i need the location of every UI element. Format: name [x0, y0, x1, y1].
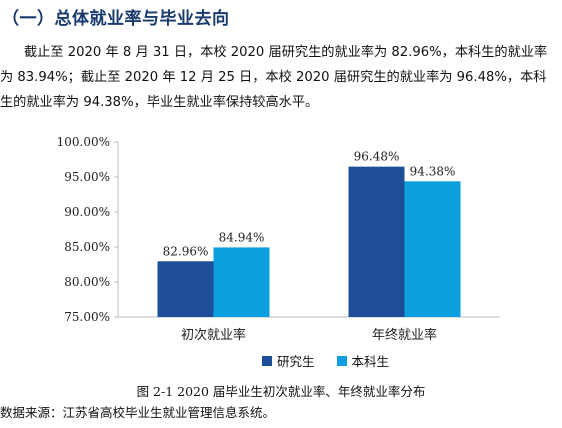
bar-graduate [157, 261, 214, 317]
legend-label-undergraduate: 本科生 [351, 354, 390, 369]
data-source-note: 数据来源：江苏省高校毕业生就业管理信息系统。 [0, 405, 276, 420]
y-tick-label: 80.00% [64, 275, 110, 289]
figure-caption: 图 2-1 2020 届毕业生初次就业率、年终就业率分布 [136, 384, 426, 399]
y-tick-label: 95.00% [64, 170, 110, 184]
bar-undergraduate [213, 247, 270, 317]
y-tick-label: 90.00% [64, 205, 110, 219]
y-tick-label: 85.00% [64, 240, 110, 254]
legend-swatch-undergraduate [336, 355, 347, 366]
y-tick-label: 100.00% [57, 135, 110, 149]
legend-item-undergraduate: 本科生 [336, 351, 390, 370]
legend-item-graduate: 研究生 [262, 351, 315, 370]
bar-undergraduate [404, 181, 461, 317]
legend-swatch-graduate [262, 355, 272, 366]
data-label: 82.96% [163, 244, 209, 258]
summary-text: 截止至 2020 年 8 月 31 日，本校 2020 届研究生的就业率为 82… [0, 45, 548, 110]
chart-legend: 研究生 本科生 [262, 351, 389, 370]
legend-label-graduate: 研究生 [277, 354, 315, 369]
data-label: 94.38% [410, 164, 456, 178]
bar-graduate [348, 166, 405, 317]
summary-paragraph: 截止至 2020 年 8 月 31 日，本校 2020 届研究生的就业率为 82… [0, 40, 556, 115]
section-heading: （一）总体就业率与毕业去向 [2, 9, 230, 29]
data-label: 96.48% [354, 150, 400, 164]
category-label: 初次就业率 [181, 327, 246, 343]
chart-canvas: 75.00% 80.00% 85.00% 90.00% 95.00% 100.00% 82.… [57, 135, 500, 343]
employment-rate-chart: 75.00% 80.00% 85.00% 90.00% 95.00% 100.00% 82.… [0, 128, 562, 378]
category-label: 年终就业率 [372, 327, 437, 343]
y-tick-label: 75.00% [64, 310, 110, 324]
data-label: 84.94% [219, 230, 265, 244]
